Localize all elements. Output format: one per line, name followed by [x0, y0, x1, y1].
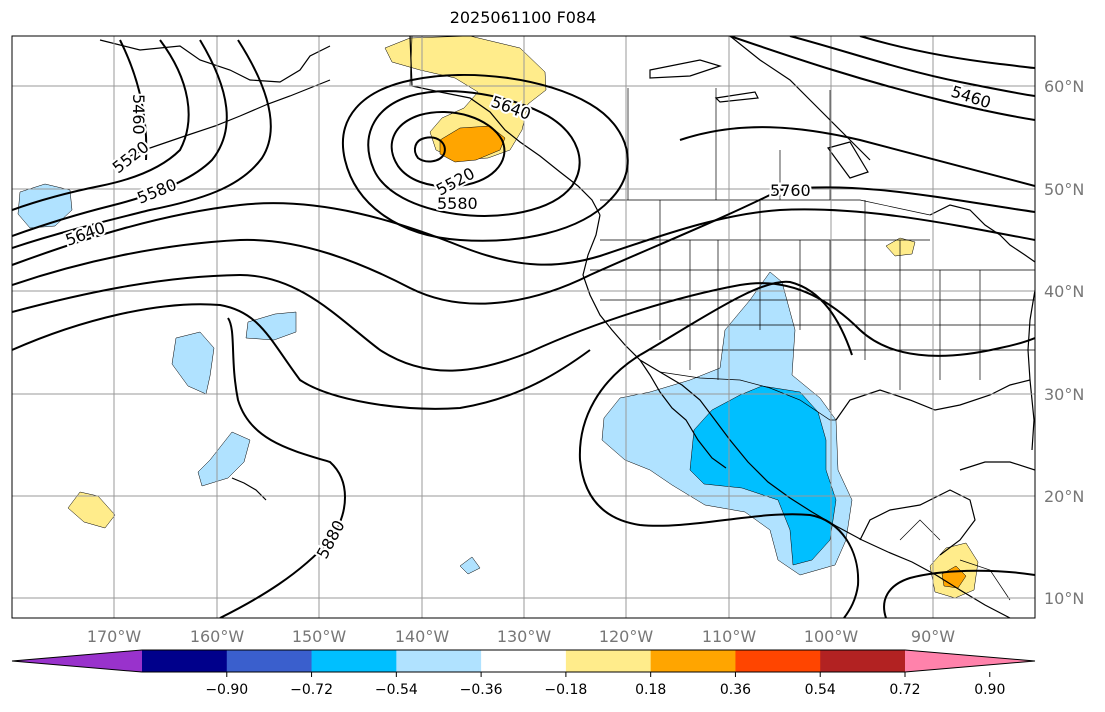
lon-label-150: 150°W: [292, 627, 347, 646]
colorbar-tick-label: 0.90: [974, 682, 1005, 698]
lon-label-120: 120°W: [599, 627, 654, 646]
colorbar-tick-label: 0.36: [720, 682, 751, 698]
coast-bering: [99, 39, 331, 83]
lon-label-110: 110°W: [702, 627, 757, 646]
border-states-h: [590, 239, 1035, 351]
latitude-labels: 60°N 50°N 40°N 30°N 20°N 10°N: [1044, 77, 1084, 608]
contour-label-7: 5580: [437, 194, 478, 213]
colorbar: −0.90 −0.72 −0.54 −0.36 −0.18 0.18 0.36 0.54 0.7…: [11, 649, 1036, 698]
colorbar-segment: [396, 650, 482, 672]
longitude-labels: 170°W 160°W 150°W 140°W 130°W 120°W 110°…: [87, 627, 955, 646]
contour-5700-west: [12, 202, 1035, 266]
contour-caribbean: [883, 569, 1035, 618]
coastlines: [99, 36, 1035, 618]
shade-orange-alaska: [439, 125, 506, 163]
contour-low-ring-1: [390, 111, 506, 188]
contour-5880-south: [219, 317, 346, 618]
contour-northeast-3: [859, 36, 1035, 69]
colorbar-segment: [226, 650, 313, 672]
colorbar-segment: [481, 650, 567, 672]
contour-mexico-loop: [578, 354, 860, 618]
coast-us-west: [582, 214, 1011, 618]
coast-east: [1027, 289, 1035, 451]
colorbar-tick-label: −0.18: [544, 682, 587, 698]
shade-yellow-great-lakes: [885, 237, 916, 257]
lon-label-160: 160°W: [190, 627, 245, 646]
coast-great-lakes: [929, 204, 1035, 263]
coast-baja: [639, 359, 727, 469]
shade-light-blue-pacific-a: [171, 331, 215, 395]
contour-label-1: 5460: [129, 94, 148, 135]
shade-blue-mexico: [689, 385, 837, 566]
contour-low-ring-2: [367, 90, 581, 217]
colorbar-extend-high: [905, 650, 1035, 672]
contour-northeast-2: [789, 36, 1035, 97]
colorbar-tick-label: −0.54: [375, 682, 418, 698]
colorbar-tick-label: 0.54: [805, 682, 836, 698]
colorbar-tick-label: −0.72: [290, 682, 333, 698]
lat-label-40: 40°N: [1044, 282, 1084, 301]
colorbar-tick-label: 0.72: [889, 682, 920, 698]
lat-label-60: 60°N: [1044, 77, 1084, 96]
border-alaska-canada: [409, 36, 413, 87]
lat-label-20: 20°N: [1044, 487, 1084, 506]
lat-label-30: 30°N: [1044, 385, 1084, 404]
colorbar-tick-label: 0.18: [635, 682, 666, 698]
map-frame: [11, 35, 1036, 619]
shade-light-blue-pacific-b: [245, 311, 297, 341]
border-canada-prov: [627, 88, 831, 200]
map-title: 2025061100 F084: [449, 8, 597, 27]
island-small-1: [649, 59, 722, 79]
contour-5520-west: [12, 39, 190, 211]
lat-label-50: 50°N: [1044, 180, 1084, 199]
coast-hudson: [729, 36, 871, 161]
lat-label-10: 10°N: [1044, 589, 1084, 608]
lon-label-170: 170°W: [87, 627, 142, 646]
contour-5880-west: [12, 303, 591, 410]
graticule: [12, 36, 1035, 618]
lon-label-100: 100°W: [804, 627, 859, 646]
colorbar-tick-label: −0.36: [460, 682, 503, 698]
island-hawaii: [231, 477, 267, 501]
coast-cuba: [959, 461, 1035, 471]
colorbar-segment: [820, 650, 906, 672]
coast-gulf: [835, 379, 1031, 421]
contour-5580-west: [12, 39, 228, 237]
contour-5460-west: [119, 39, 148, 161]
coast-yucatan: [859, 489, 976, 556]
colorbar-extend-low: [12, 650, 142, 672]
island-small-2: [714, 91, 759, 103]
contour-northeast-4: [679, 126, 1035, 187]
shaded-fields: [17, 36, 979, 599]
coast-aleutians: [119, 79, 331, 161]
contour-5640-west: [12, 39, 272, 249]
contour-5760: [12, 186, 1035, 305]
colorbar-segment: [735, 650, 821, 672]
colorbar-segment: [311, 650, 397, 672]
island-small-3: [826, 141, 869, 179]
contour-5820: [12, 273, 1035, 372]
map-area: 5460 5520 5580 5640 5640 5520 5580 5760 …: [12, 36, 1035, 618]
colorbar-segment: [565, 650, 652, 672]
contour-label-8: 5760: [770, 181, 811, 200]
shade-light-blue-pacific-c: [197, 431, 251, 487]
lon-label-130: 130°W: [497, 627, 552, 646]
lon-label-90: 90°W: [911, 627, 955, 646]
contour-low-center: [413, 136, 446, 163]
colorbar-segment: [142, 650, 228, 672]
contour-northeast-1: [729, 36, 1035, 121]
border-us-mexico: [659, 371, 836, 421]
height-contours: [12, 36, 1035, 618]
contour-mexico-inner: [639, 280, 853, 356]
colorbar-outline: [11, 649, 1036, 673]
shade-light-blue-small: [459, 556, 481, 575]
shade-yellow-pacific: [67, 491, 116, 529]
colorbar-segment: [650, 650, 736, 672]
colorbar-tick-label: −0.90: [205, 682, 248, 698]
lon-label-140: 140°W: [395, 627, 450, 646]
